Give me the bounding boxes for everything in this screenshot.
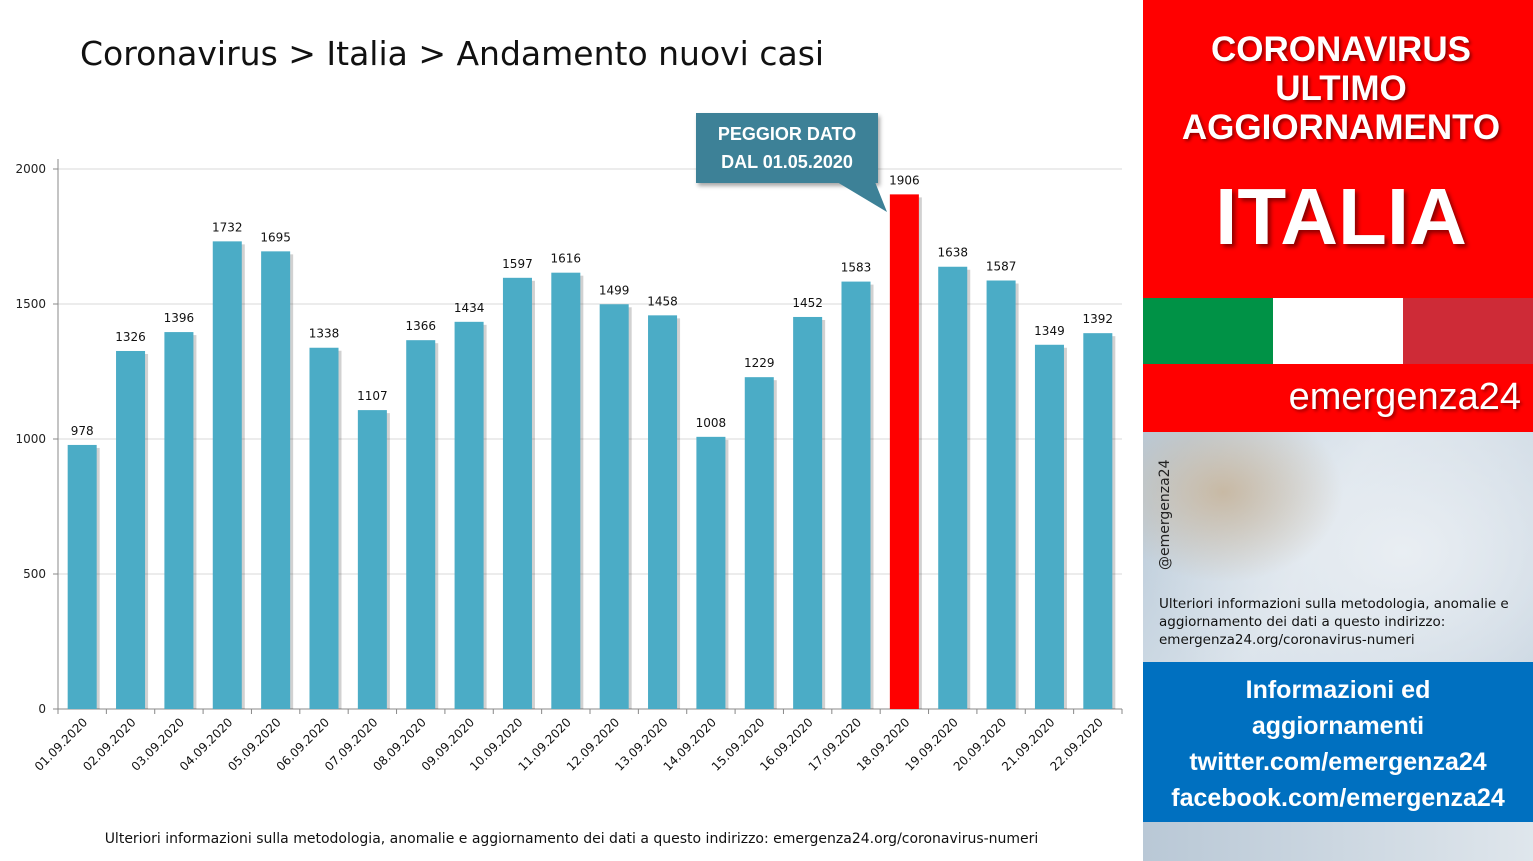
bar bbox=[116, 350, 146, 709]
info-block: Informazioni ed aggiornamenti twitter.co… bbox=[1143, 662, 1533, 822]
methodology-note: Ulteriori informazioni sulla metodologia… bbox=[1159, 596, 1509, 648]
bar-chart: 978 1326 1396 1732 1695 1338 1107 1366 1434 1597 1… bbox=[15, 159, 1123, 774]
country-name: ITALIA bbox=[1215, 172, 1467, 261]
data-label: 1616 bbox=[551, 252, 582, 266]
data-label: 1452 bbox=[792, 296, 823, 310]
data-label: 1597 bbox=[502, 257, 533, 271]
bar bbox=[841, 281, 871, 709]
bar bbox=[696, 436, 726, 709]
data-label: 1587 bbox=[986, 260, 1017, 274]
data-label: 1638 bbox=[937, 246, 968, 260]
italian-flag bbox=[1143, 298, 1533, 364]
flag-stripe-red bbox=[1403, 298, 1533, 364]
data-labels: 978 1326 1396 1732 1695 1338 1107 1366 1434 1597 1… bbox=[71, 173, 1113, 438]
headline: CORONAVIRUS ULTIMO AGGIORNAMENTO bbox=[1143, 30, 1533, 147]
social-handle: @emergenza24 bbox=[1157, 459, 1173, 571]
bar bbox=[938, 266, 968, 709]
data-label: 1392 bbox=[1083, 312, 1114, 326]
bar-highlight bbox=[889, 194, 919, 709]
background-photo: @emergenza24 Ulteriori informazioni sull… bbox=[1143, 432, 1533, 662]
bar bbox=[406, 340, 436, 709]
bar bbox=[648, 315, 678, 709]
data-label: 1434 bbox=[454, 301, 485, 315]
bar bbox=[212, 241, 242, 710]
info-line-2: aggiornamenti bbox=[1251, 712, 1425, 740]
headline-line-3: AGGIORNAMENTO bbox=[1181, 108, 1501, 147]
bar bbox=[164, 332, 194, 709]
headline-block: CORONAVIRUS ULTIMO AGGIORNAMENTO ITALIA bbox=[1143, 0, 1533, 298]
bar bbox=[67, 444, 97, 709]
headline-line-1: CORONAVIRUS bbox=[1211, 30, 1471, 69]
data-label: 1366 bbox=[405, 319, 436, 333]
y-tick-label: 0 bbox=[38, 702, 46, 716]
y-tick-label: 1000 bbox=[15, 432, 46, 446]
y-tick-label: 500 bbox=[23, 567, 46, 581]
bar bbox=[986, 280, 1016, 709]
callout-line-1: PEGGIOR DATO bbox=[717, 124, 857, 144]
bar bbox=[357, 410, 387, 709]
facebook-link[interactable]: facebook.com/emergenza24 bbox=[1171, 784, 1505, 812]
worst-value-callout: PEGGIOR DATO DAL 01.05.2020 bbox=[696, 113, 878, 183]
data-label: 1732 bbox=[212, 220, 243, 234]
bottom-photo-strip bbox=[1143, 822, 1533, 861]
footnote: Ulteriori informazioni sulla metodologia… bbox=[104, 831, 1039, 847]
twitter-link[interactable]: twitter.com/emergenza24 bbox=[1189, 748, 1487, 776]
data-label: 1326 bbox=[115, 330, 146, 344]
brand-logo: emergenza24 bbox=[1288, 376, 1521, 418]
headline-line-2: ULTIMO bbox=[1275, 69, 1407, 108]
data-label: 1906 bbox=[889, 173, 920, 187]
callout-pointer bbox=[837, 182, 887, 212]
bar bbox=[309, 347, 339, 709]
data-label: 1583 bbox=[841, 261, 872, 275]
y-tick-label: 2000 bbox=[15, 162, 46, 176]
data-label: 1008 bbox=[696, 416, 727, 430]
bar bbox=[551, 272, 581, 709]
data-label: 1396 bbox=[164, 311, 195, 325]
bar bbox=[454, 321, 484, 709]
chart-title: Coronavirus > Italia > Andamento nuovi c… bbox=[80, 34, 825, 73]
bar bbox=[599, 304, 629, 709]
data-label: 1229 bbox=[744, 356, 775, 370]
bar bbox=[744, 377, 774, 709]
bar bbox=[1034, 344, 1064, 709]
callout-line-2: DAL 01.05.2020 bbox=[721, 152, 853, 172]
data-label: 1695 bbox=[260, 230, 291, 244]
brand-bar: emergenza24 bbox=[1143, 364, 1533, 432]
data-label: 1338 bbox=[309, 327, 340, 341]
bar bbox=[261, 251, 291, 709]
data-label: 1107 bbox=[357, 389, 388, 403]
data-label: 1458 bbox=[647, 294, 678, 308]
bar bbox=[502, 277, 532, 709]
bar bbox=[1083, 333, 1113, 709]
side-panel: CORONAVIRUS ULTIMO AGGIORNAMENTO ITALIA … bbox=[1143, 0, 1533, 861]
flag-stripe-green bbox=[1143, 298, 1273, 364]
data-label: 978 bbox=[71, 424, 94, 438]
y-tick-label: 1500 bbox=[15, 297, 46, 311]
data-label: 1349 bbox=[1034, 324, 1065, 338]
info-line-1: Informazioni ed bbox=[1245, 676, 1431, 704]
bar bbox=[793, 316, 823, 709]
bars bbox=[67, 194, 1116, 710]
flag-stripe-white bbox=[1273, 298, 1403, 364]
data-label: 1499 bbox=[599, 283, 630, 297]
